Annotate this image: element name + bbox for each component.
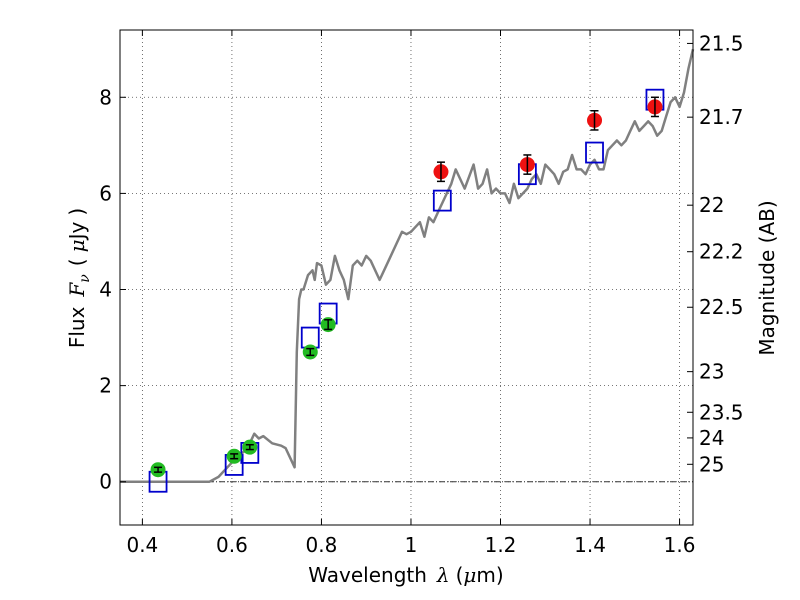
right-tick-label: 22.2 bbox=[699, 240, 744, 264]
right-tick-label: 24 bbox=[699, 426, 724, 450]
model-flux-square bbox=[585, 141, 604, 164]
x-tick-label: 0.8 bbox=[306, 533, 338, 557]
axis-ticks: 0.4 0.6 0.8 1 1.2 1.4 1.60246821.521.72222.222… bbox=[99, 30, 744, 557]
right-tick-label: 21.5 bbox=[699, 31, 744, 55]
x-tick-label: 1.2 bbox=[485, 533, 517, 557]
y-tick-label: 8 bbox=[99, 85, 112, 109]
model-spectrum-line bbox=[120, 48, 695, 483]
y-axis-label: FluxFν(μJy) bbox=[65, 208, 93, 348]
model-flux-square bbox=[432, 189, 452, 212]
x-tick-label: 1 bbox=[405, 533, 418, 557]
series-layer bbox=[120, 48, 695, 493]
y-tick-label: 6 bbox=[99, 181, 112, 205]
x-tick-label: 1.4 bbox=[574, 533, 606, 557]
grid bbox=[120, 30, 693, 525]
x-tick-label: 0.6 bbox=[216, 533, 248, 557]
y-tick-label: 2 bbox=[99, 374, 112, 398]
right-tick-label: 23 bbox=[699, 360, 724, 384]
x-axis-label: Wavelength λ (μm) bbox=[308, 563, 503, 587]
right-tick-label: 25 bbox=[699, 452, 724, 476]
right-tick-label: 23.5 bbox=[699, 400, 744, 424]
x-tick-label: 1.6 bbox=[664, 533, 696, 557]
right-tick-label: 22.5 bbox=[699, 295, 744, 319]
y-tick-label: 4 bbox=[99, 278, 112, 302]
right-tick-label: 21.7 bbox=[699, 105, 744, 129]
y-tick-label: 0 bbox=[99, 470, 112, 494]
right-axis-label: Magnitude (AB) bbox=[755, 200, 779, 355]
x-tick-label: 0.4 bbox=[126, 533, 158, 557]
plot-frame bbox=[119, 29, 694, 526]
right-tick-label: 22 bbox=[699, 193, 724, 217]
